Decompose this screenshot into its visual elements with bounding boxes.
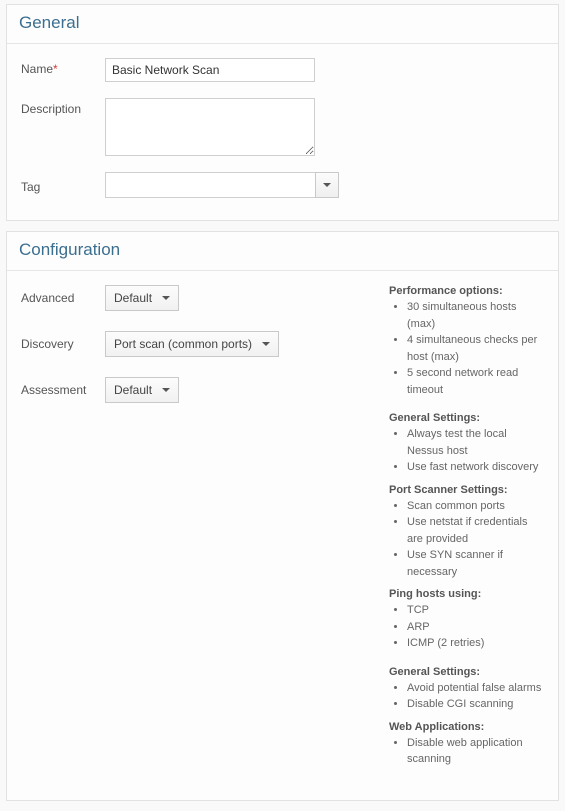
configuration-header: Configuration <box>7 232 558 271</box>
list-item: 30 simultaneous hosts (max) <box>407 299 544 332</box>
advanced-label: Advanced <box>21 291 105 305</box>
performance-heading: Performance options: <box>389 285 544 297</box>
discovery-dropdown[interactable]: Port scan (common ports) <box>105 331 279 357</box>
tag-dropdown-button[interactable] <box>315 172 339 198</box>
description-row: Description <box>21 98 544 156</box>
discovery-dropdown-value: Port scan (common ports) <box>114 337 252 351</box>
ping-heading: Ping hosts using: <box>389 588 544 600</box>
tag-combobox <box>105 172 339 198</box>
list-item: Avoid potential false alarms <box>407 680 544 697</box>
assessment-general-list: Avoid potential false alarms Disable CGI… <box>389 680 544 713</box>
discovery-info: General Settings: Always test the local … <box>389 412 544 652</box>
list-item: 5 second network read timeout <box>407 365 544 398</box>
description-label: Description <box>21 98 105 116</box>
chevron-down-icon <box>262 342 270 346</box>
assessment-dropdown-value: Default <box>114 383 152 397</box>
list-item: Disable CGI scanning <box>407 696 544 713</box>
list-item: Always test the local Nessus host <box>407 426 544 459</box>
list-item: ICMP (2 retries) <box>407 635 544 652</box>
general-body: Name* Description Tag <box>7 44 558 220</box>
list-item: ARP <box>407 619 544 636</box>
configuration-panel: Configuration Advanced Default Discovery… <box>6 231 559 801</box>
chevron-down-icon <box>323 183 331 187</box>
list-item: 4 simultaneous checks per host (max) <box>407 332 544 365</box>
list-item: TCP <box>407 602 544 619</box>
required-asterisk: * <box>53 62 58 76</box>
name-label-text: Name <box>21 62 53 76</box>
configuration-controls: Advanced Default Discovery Port scan (co… <box>21 285 361 782</box>
name-input[interactable] <box>105 58 315 82</box>
tag-input[interactable] <box>105 172 315 198</box>
name-row: Name* <box>21 58 544 82</box>
port-scanner-list: Scan common ports Use netstat if credent… <box>389 498 544 581</box>
assessment-info: General Settings: Avoid potential false … <box>389 666 544 768</box>
list-item: Use netstat if credentials are provided <box>407 514 544 547</box>
configuration-body: Advanced Default Discovery Port scan (co… <box>7 271 558 800</box>
general-panel: General Name* Description Tag <box>6 4 559 221</box>
advanced-dropdown[interactable]: Default <box>105 285 179 311</box>
assessment-general-heading: General Settings: <box>389 666 544 678</box>
chevron-down-icon <box>162 388 170 392</box>
general-header: General <box>7 5 558 44</box>
discovery-row: Discovery Port scan (common ports) <box>21 331 361 357</box>
assessment-dropdown[interactable]: Default <box>105 377 179 403</box>
performance-info: Performance options: 30 simultaneous hos… <box>389 285 544 398</box>
list-item: Scan common ports <box>407 498 544 515</box>
assessment-row: Assessment Default <box>21 377 361 403</box>
port-scanner-heading: Port Scanner Settings: <box>389 484 544 496</box>
chevron-down-icon <box>162 296 170 300</box>
description-textarea[interactable] <box>105 98 315 156</box>
discovery-general-list: Always test the local Nessus host Use fa… <box>389 426 544 476</box>
advanced-row: Advanced Default <box>21 285 361 311</box>
ping-list: TCP ARP ICMP (2 retries) <box>389 602 544 652</box>
tag-row: Tag <box>21 172 544 198</box>
web-apps-heading: Web Applications: <box>389 721 544 733</box>
discovery-general-heading: General Settings: <box>389 412 544 424</box>
list-item: Use SYN scanner if necessary <box>407 547 544 580</box>
assessment-label: Assessment <box>21 383 105 397</box>
performance-list: 30 simultaneous hosts (max) 4 simultaneo… <box>389 299 544 398</box>
name-label: Name* <box>21 58 105 76</box>
configuration-info: Performance options: 30 simultaneous hos… <box>389 285 544 782</box>
advanced-dropdown-value: Default <box>114 291 152 305</box>
list-item: Use fast network discovery <box>407 459 544 476</box>
tag-label: Tag <box>21 176 105 194</box>
list-item: Disable web application scanning <box>407 735 544 768</box>
discovery-label: Discovery <box>21 337 105 351</box>
web-apps-list: Disable web application scanning <box>389 735 544 768</box>
